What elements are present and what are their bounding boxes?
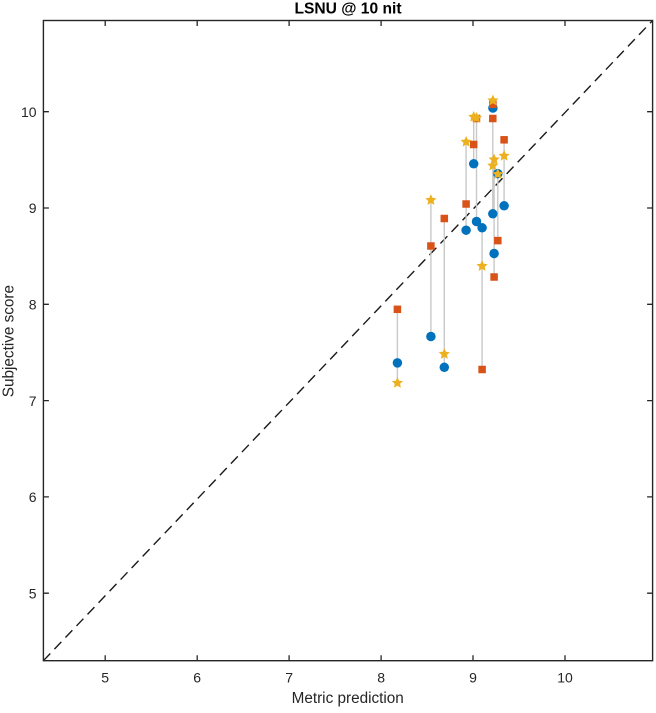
svg-text:9: 9 xyxy=(29,200,37,216)
svg-text:Subjective score: Subjective score xyxy=(0,285,17,397)
svg-text:10: 10 xyxy=(21,104,37,120)
svg-text:8: 8 xyxy=(29,297,37,313)
svg-text:7: 7 xyxy=(29,393,37,409)
svg-text:8: 8 xyxy=(377,669,385,685)
svg-text:6: 6 xyxy=(193,669,201,685)
svg-text:LSNU @ 10 nit: LSNU @ 10 nit xyxy=(294,0,401,17)
svg-text:10: 10 xyxy=(557,669,573,685)
svg-text:5: 5 xyxy=(101,669,109,685)
svg-text:9: 9 xyxy=(469,669,477,685)
svg-text:Metric prediction: Metric prediction xyxy=(292,690,404,707)
svg-text:5: 5 xyxy=(29,585,37,601)
svg-text:7: 7 xyxy=(285,669,293,685)
svg-text:6: 6 xyxy=(29,489,37,505)
